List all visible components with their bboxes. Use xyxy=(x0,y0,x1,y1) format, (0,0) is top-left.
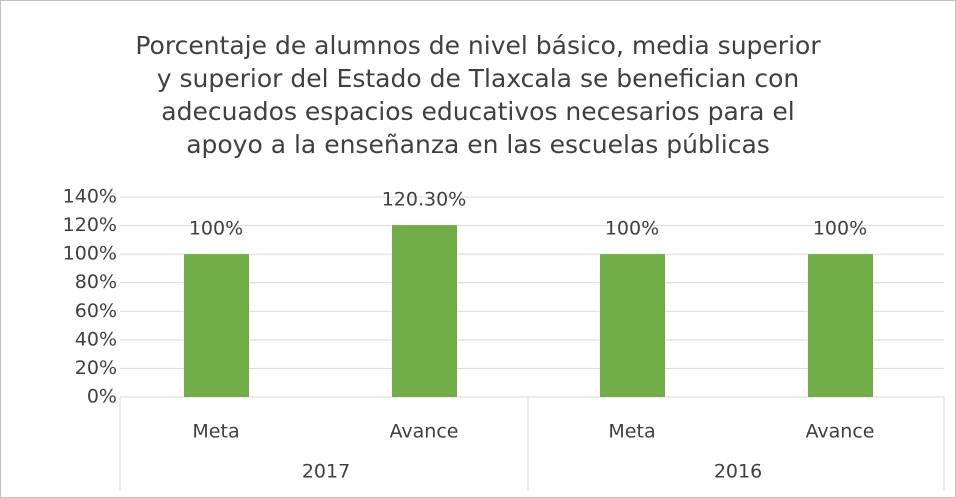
y-tick-label: 100% xyxy=(63,243,117,265)
data-label: 100% xyxy=(813,218,867,240)
group-label: 2016 xyxy=(714,461,762,483)
data-label: 100% xyxy=(605,218,659,240)
bar xyxy=(808,254,873,397)
x-tick-label: Avance xyxy=(390,421,459,443)
y-tick-label: 40% xyxy=(75,328,117,350)
bar xyxy=(184,254,249,397)
x-tick-label: Meta xyxy=(192,421,239,443)
y-tick-label: 0% xyxy=(87,386,117,408)
y-tick-label: 20% xyxy=(75,357,117,379)
y-tick-label: 140% xyxy=(63,186,117,208)
data-label: 100% xyxy=(189,218,243,240)
chart-title: y superior del Estado de Tlaxcala se ben… xyxy=(157,64,799,93)
chart-title: adecuados espacios educativos necesarios… xyxy=(161,97,794,126)
y-tick-label: 120% xyxy=(63,214,117,236)
y-tick-label: 60% xyxy=(75,300,117,322)
data-label: 120.30% xyxy=(382,189,467,211)
x-tick-label: Meta xyxy=(608,421,655,443)
chart-title: apoyo a la enseñanza en las escuelas púb… xyxy=(186,130,770,159)
bar xyxy=(600,254,665,397)
chart-title: Porcentaje de alumnos de nivel básico, m… xyxy=(135,31,821,60)
x-tick-label: Avance xyxy=(806,421,875,443)
y-tick-label: 80% xyxy=(75,271,117,293)
group-label: 2017 xyxy=(302,461,350,483)
bar xyxy=(392,225,457,397)
